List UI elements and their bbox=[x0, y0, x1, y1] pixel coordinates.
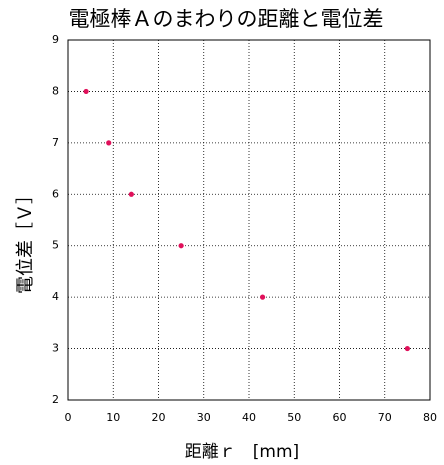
x-tick-label: 50 bbox=[287, 411, 301, 424]
plot-frame bbox=[67, 39, 431, 401]
y-tick-label: 2 bbox=[52, 393, 59, 406]
point bbox=[259, 294, 266, 300]
point bbox=[128, 191, 134, 197]
chart-title: 電極棒Ａのまわりの距離と電位差 bbox=[69, 7, 384, 31]
y-tick-label: 4 bbox=[52, 290, 59, 303]
y-axis-label: 電位差［Ｖ］ bbox=[15, 186, 36, 294]
y-tick-label: 3 bbox=[52, 342, 59, 355]
y-tick-label: 9 bbox=[52, 33, 59, 46]
y-tick-label: 8 bbox=[52, 84, 59, 97]
x-tick-label: 10 bbox=[106, 411, 120, 424]
x-tick-label: 40 bbox=[242, 411, 256, 424]
y-tick-label: 7 bbox=[52, 136, 59, 149]
y-tick-label: 6 bbox=[52, 187, 59, 200]
x-tick-label: 70 bbox=[378, 411, 392, 424]
x-tick-label: 60 bbox=[333, 411, 347, 424]
x-axis-label: 距離ｒ [mm] bbox=[185, 442, 299, 462]
point bbox=[178, 243, 184, 249]
point bbox=[83, 88, 89, 95]
x-tick-label: 0 bbox=[65, 411, 72, 424]
y-tick-label: 5 bbox=[52, 239, 59, 252]
x-tick-label: 20 bbox=[152, 411, 166, 424]
point bbox=[404, 345, 410, 352]
x-tick-label: 30 bbox=[197, 411, 211, 424]
point bbox=[106, 140, 112, 146]
x-tick-label: 80 bbox=[423, 411, 437, 424]
